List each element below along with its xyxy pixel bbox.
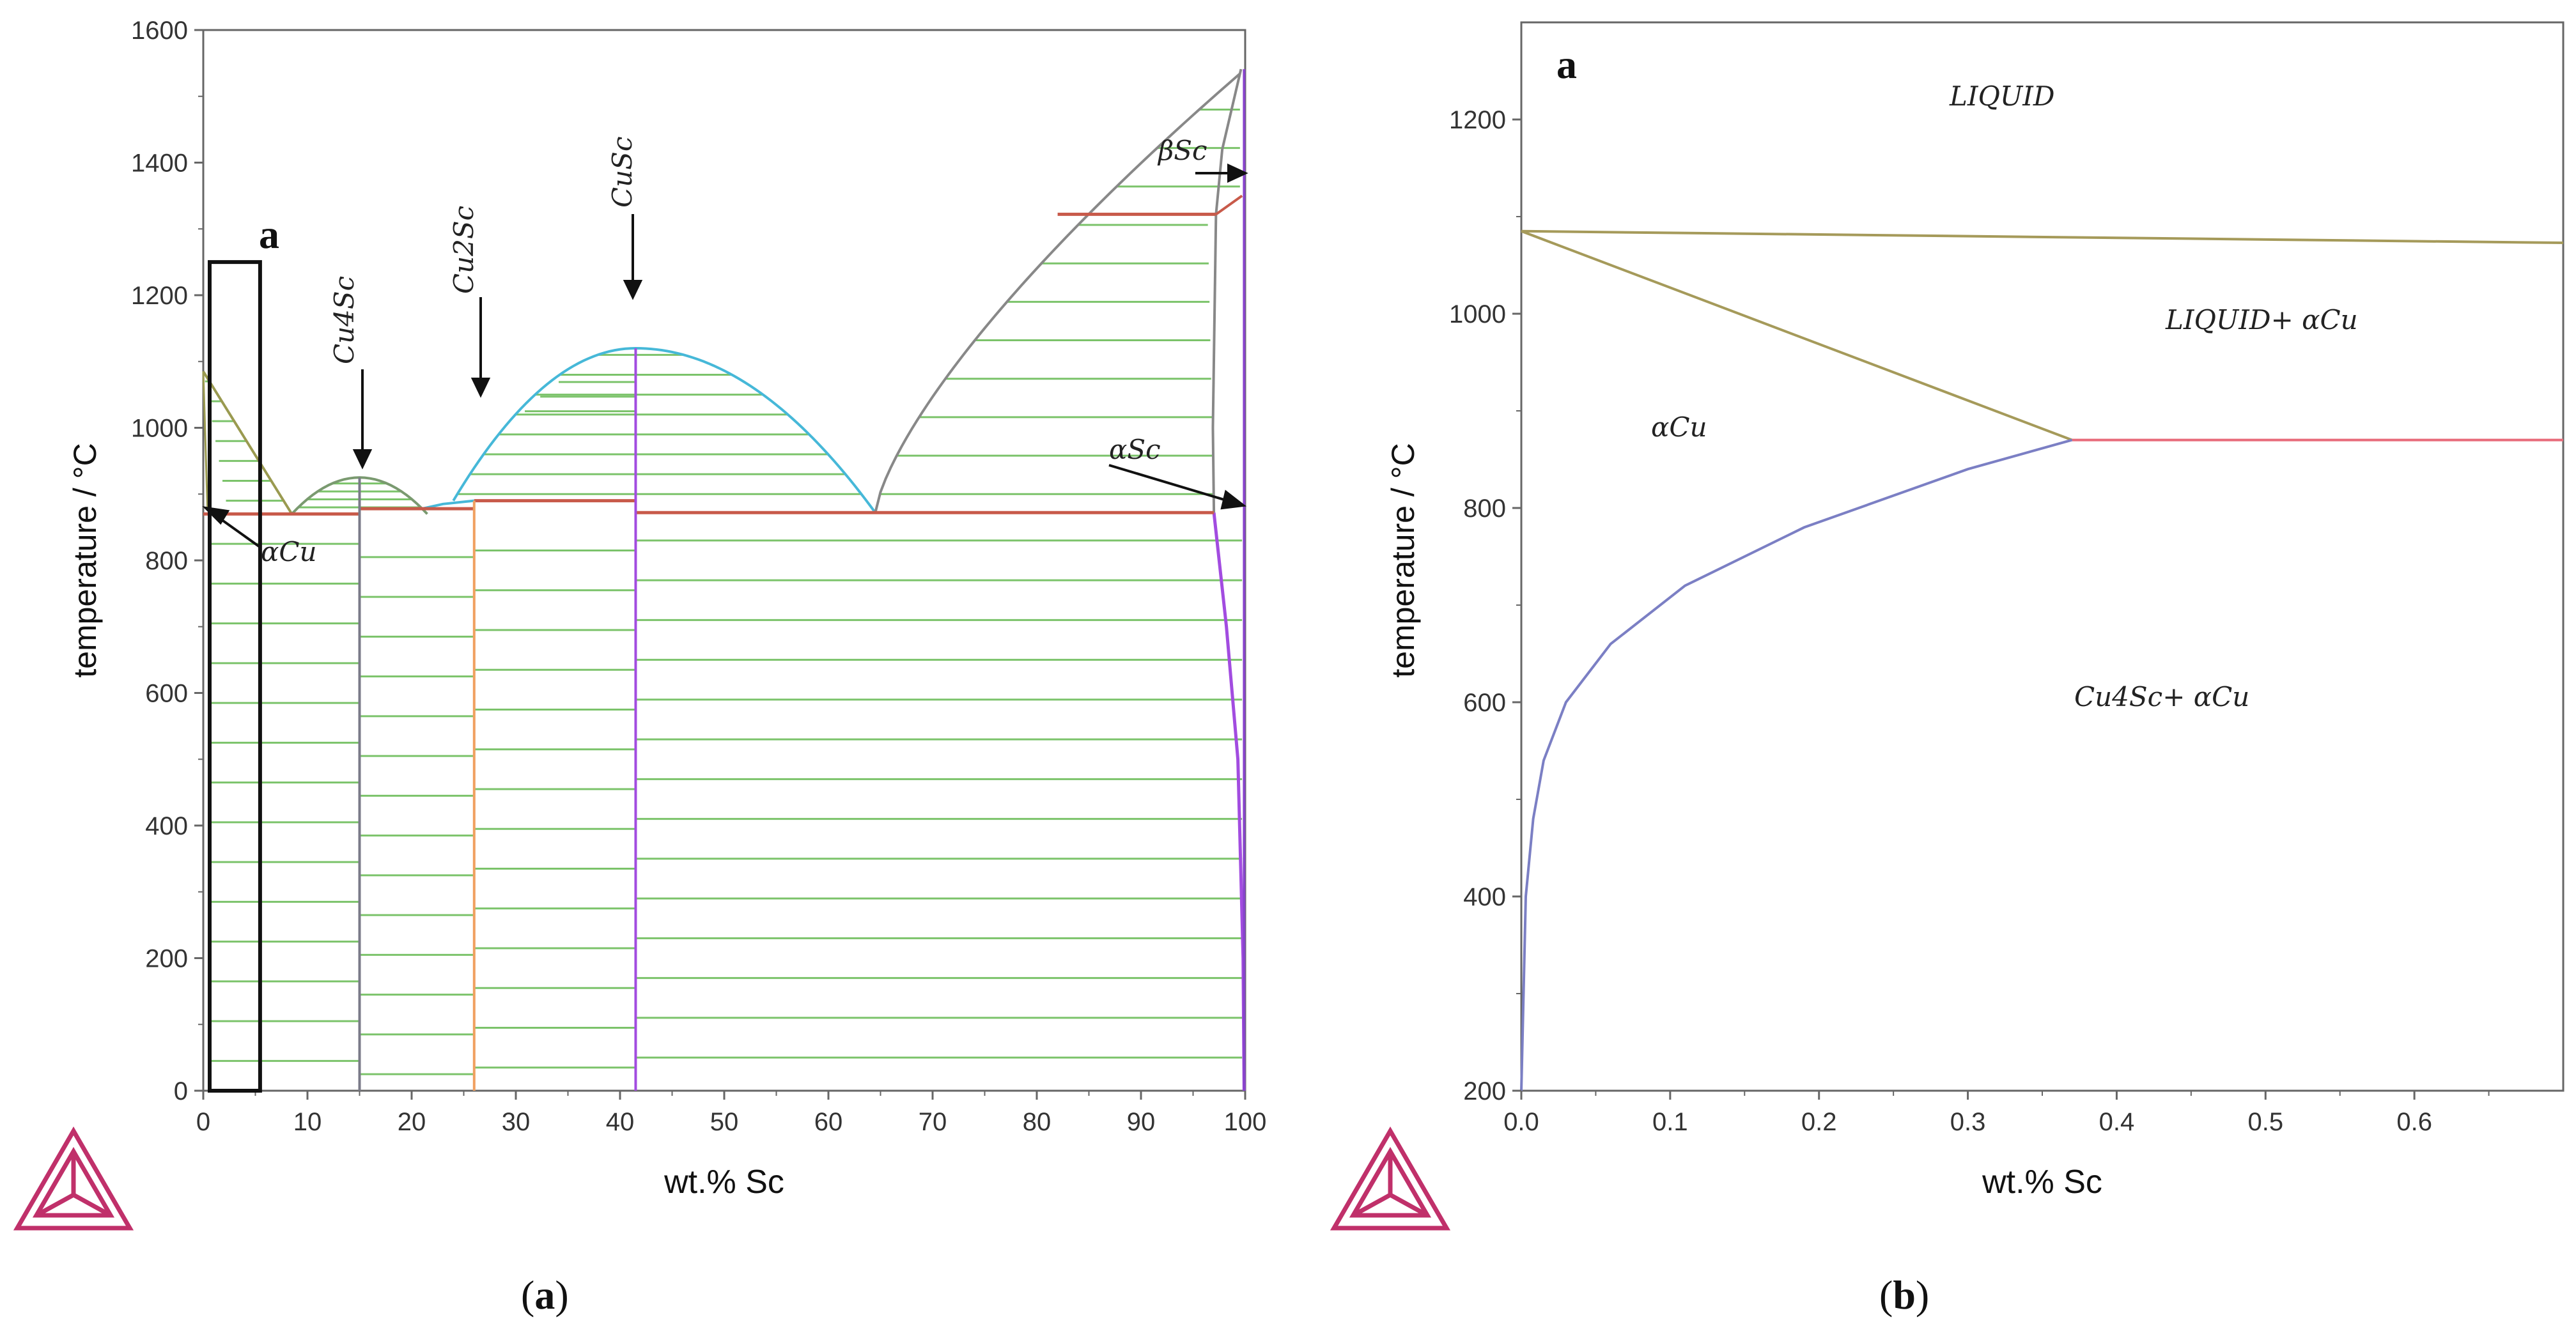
y-tick-label: 200 [1463,1077,1506,1105]
region-label-cu4sc-alpha-cu: Cu4Sc+ αCu [2074,681,2249,712]
chart-b-axes: 0.0 0.1 0.2 0.3 0.4 0.5 0.6 200 400 600 800 1000 120… [1449,106,2490,1136]
phase-label-cu4sc: Cu4Sc [329,276,360,364]
thermo-calc-logo-a [13,1127,134,1231]
caption-panel-a: (a) [521,1272,569,1319]
y-tick-label: 1400 [131,150,188,178]
caption-a-close: ) [555,1272,569,1318]
x-tick-label: 50 [710,1108,739,1136]
y-tick-label: 1000 [1449,300,1506,328]
chart-b-phase-boundaries [1520,229,2564,1091]
arrowhead-cu4sc [352,449,373,470]
x-tick-label: 0.2 [1801,1108,1837,1136]
phase-label-beta-sc: βSc [1157,135,1207,166]
chart-a: 0 10 20 30 40 50 60 70 80 90 100020040060080010001… [13,17,1266,1231]
phase-label-alpha-sc: αSc [1109,434,1161,465]
series-liquidus [1521,229,2564,245]
y-tick-label: 1000 [131,415,188,443]
chart-a-y-axis-label: temperature / °C [67,443,103,677]
x-tick-label: 0.4 [2099,1108,2135,1136]
y-tick-label: 400 [145,812,188,840]
caption-b-close: ) [1915,1272,1930,1318]
phase-label-cu2sc: Cu2Sc [448,206,479,294]
chart-b-y-axis-label: temperature / °C [1385,443,1421,677]
thermo-calc-logo-b [1330,1127,1451,1231]
x-tick-label: 10 [293,1108,322,1136]
alpha-cu-liquidus [202,371,293,515]
caption-a-open: ( [521,1272,535,1318]
x-tick-label: 0.3 [1950,1108,1986,1136]
region-label-liquid-alpha-cu: LIQUID+ αCu [2165,304,2358,335]
region-label-liquid: LIQUID [1949,81,2055,112]
x-tick-label: 60 [814,1108,843,1136]
sc-liquidus [874,72,1241,513]
phase-label-cusc: CuSc [607,137,638,208]
y-tick-label: 400 [1463,883,1506,911]
chart-b-panel-letter: a [1556,42,1577,87]
arrow-alpha-sc [1108,464,1231,503]
chart-a-x-axis-label: wt.% Sc [663,1164,784,1201]
y-tick-label: 0 [174,1077,188,1105]
y-tick-label: 800 [145,547,188,575]
y-tick-label: 1200 [1449,106,1506,134]
arrowhead-cusc [623,280,643,300]
arrowhead-alpha-sc [1220,489,1247,510]
x-tick-label: 40 [606,1108,635,1136]
x-tick-label: 20 [398,1108,426,1136]
x-tick-label: 90 [1127,1108,1156,1136]
chart-a-axes: 0 10 20 30 40 50 60 70 80 90 100020040060080010001… [131,17,1266,1136]
chart-b: 0.0 0.1 0.2 0.3 0.4 0.5 0.6 200 400 600 800 1000 120… [1330,21,2564,1231]
chart-a-highlight-box [208,260,262,1093]
phase-label-alpha-cu: αCu [261,536,317,567]
y-tick-label: 800 [1463,495,1506,523]
x-tick-label: 0 [196,1108,210,1136]
x-tick-label: 70 [919,1108,947,1136]
series-solvus [1520,438,2073,1091]
x-tick-label: 30 [502,1108,531,1136]
caption-panel-b: (b) [1879,1272,1929,1319]
chart-a-frame [202,29,1246,1092]
cusc-liquidus [452,346,876,514]
series-solidus [1521,229,2073,442]
x-tick-label: 100 [1224,1108,1267,1136]
chart-a-arrows [202,163,1248,548]
x-tick-label: 80 [1023,1108,1051,1136]
chart-b-x-axis-label: wt.% Sc [1982,1164,2102,1201]
y-tick-label: 1600 [131,17,188,45]
arrowhead-alpha-cu [202,506,230,525]
x-tick-label: 0.6 [2396,1108,2432,1136]
x-tick-label: 0.0 [1503,1108,1539,1136]
caption-b-open: ( [1879,1272,1893,1318]
y-tick-label: 200 [145,945,188,973]
chart-a-hatch-lines [205,109,1243,1075]
arrowhead-beta-sc [1227,163,1248,183]
region-label-alpha-cu: αCu [1651,411,1707,443]
y-tick-label: 1200 [131,282,188,310]
y-tick-label: 600 [145,680,188,708]
chart-a-panel-letter: a [259,211,279,257]
x-tick-label: 0.5 [2247,1108,2283,1136]
caption-b-letter: b [1893,1272,1916,1318]
chart-b-frame [1520,21,2564,1092]
caption-a-letter: a [534,1272,555,1318]
sc-transition-extension [1215,194,1243,216]
arrowhead-cu2sc [470,378,491,398]
x-tick-label: 0.1 [1652,1108,1688,1136]
y-tick-label: 600 [1463,689,1506,717]
